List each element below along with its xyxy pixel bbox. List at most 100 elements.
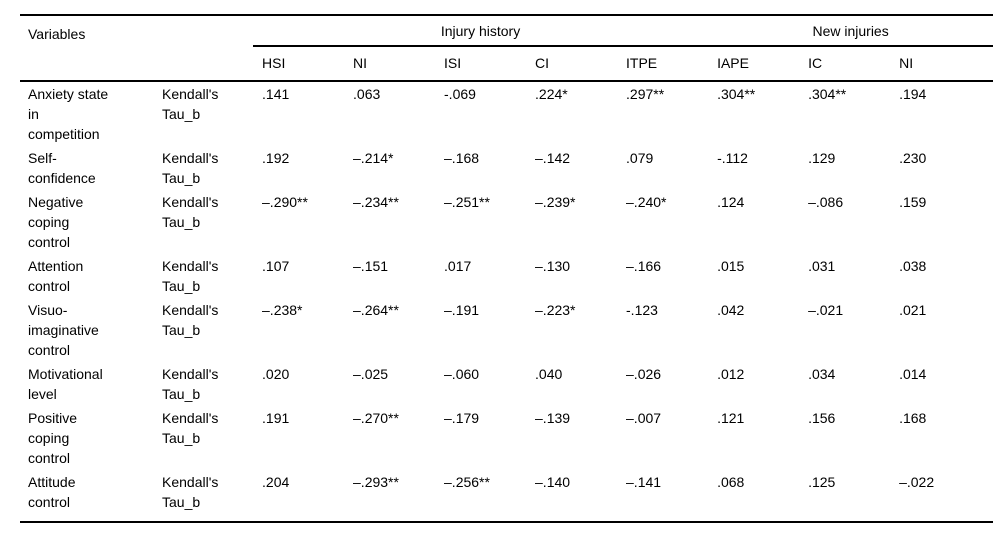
correlation-value: –.239* [535,194,576,210]
correlation-value: –.264** [353,302,399,318]
correlation-value: .156 [808,410,836,426]
correlation-value: –.025 [353,366,389,382]
correlation-value: .014 [899,366,927,382]
table-row: Attention control Kendall's Tau_b .107 –.15… [20,254,993,298]
correlation-value: –.142 [535,150,571,166]
correlation-value: –.270** [353,410,399,426]
statistic-label: Kendall's Tau_b [162,366,219,402]
statistic-label: Kendall's Tau_b [162,474,219,510]
correlation-value: –.290** [262,194,308,210]
correlation-value: .021 [899,302,927,318]
correlation-value: -.123 [626,302,658,318]
correlation-value: .204 [262,474,290,490]
correlation-value: .034 [808,366,836,382]
column-header-ci: CI [526,46,618,82]
correlation-value: .230 [899,150,927,166]
correlation-value: .068 [717,474,745,490]
variable-name: Attention control [28,258,84,294]
column-header-iape: IAPE [708,46,800,82]
correlation-value: –.007 [626,410,662,426]
correlation-value: .194 [899,86,927,102]
correlation-value: .192 [262,150,290,166]
variable-name: Positive coping control [28,410,78,466]
column-header-ni: NI [890,46,994,82]
correlation-value: –.238* [262,302,303,318]
column-header-isi: ISI [435,46,527,82]
correlation-value: .129 [808,150,836,166]
correlation-value: –.168 [444,150,480,166]
correlation-value: .141 [262,86,290,102]
correlation-value: –.022 [899,474,935,490]
correlation-value: .121 [717,410,745,426]
correlation-value: .124 [717,194,745,210]
correlation-value: .107 [262,258,290,274]
column-group-header: Injury history [253,15,709,47]
column-header-ic: IC [799,46,891,82]
correlation-value: –.166 [626,258,662,274]
correlation-value: .159 [899,194,927,210]
variable-name: Self- confidence [28,150,96,186]
correlation-value: –.223* [535,302,576,318]
column-header-itpe: ITPE [617,46,709,82]
statistic-label: Kendall's Tau_b [162,86,219,122]
correlation-value: -.069 [444,86,476,102]
statistic-label: Kendall's Tau_b [162,194,219,230]
correlation-value: -.112 [717,150,748,166]
table-body: Anxiety state in competition Kendall's Ta… [20,81,993,522]
correlation-value: .031 [808,258,836,274]
variable-name: Visuo- imaginative control [28,302,99,358]
correlation-value: –.240* [626,194,667,210]
correlation-value: –.130 [535,258,571,274]
table-row: Visuo- imaginative control Kendall's Tau_… [20,298,993,362]
correlation-value: –.086 [808,194,844,210]
correlation-value: .304** [808,86,847,102]
correlation-value: .017 [444,258,472,274]
table-row: Anxiety state in competition Kendall's Ta… [20,81,993,146]
table-row: Negative coping control Kendall's Tau_b –.… [20,190,993,254]
correlation-value: .040 [535,366,563,382]
correlation-value: –.140 [535,474,571,490]
correlation-value: .020 [262,366,290,382]
correlation-value: –.293** [353,474,399,490]
correlation-value: .297** [626,86,665,102]
correlation-value: .191 [262,410,290,426]
column-header-row: HSI NI ISI CI ITPE IAPE IC NI [20,46,994,82]
group-header-row: Variables Injury history New injuries [20,15,994,82]
variable-name: Attitude control [28,474,76,510]
correlation-value: –.060 [444,366,480,382]
correlation-value: –.191 [444,302,480,318]
correlation-value: –.026 [626,366,662,382]
correlation-value: –.256** [444,474,490,490]
correlation-value: .079 [626,150,654,166]
table-row: Self- confidence Kendall's Tau_b .192 –.214… [20,146,993,190]
correlation-value: –.234** [353,194,399,210]
variable-name: Anxiety state in competition [28,86,109,142]
table-row: Motivational level Kendall's Tau_b .020 –.0… [20,362,993,406]
statistic-label: Kendall's Tau_b [162,410,219,446]
correlation-value: .012 [717,366,745,382]
variables-header: Variables [20,15,254,82]
variable-name: Motivational level [28,366,103,402]
column-header-ni: NI [344,46,436,82]
correlation-value: .042 [717,302,745,318]
correlation-value: –.139 [535,410,571,426]
table-row: Positive coping control Kendall's Tau_b .1… [20,406,993,470]
column-group-header: New injuries [708,15,994,47]
correlation-value: .304** [717,86,756,102]
correlation-value: .224* [535,86,568,102]
column-header-hsi: HSI [253,46,345,82]
correlation-value: .168 [899,410,927,426]
correlation-value: .063 [353,86,381,102]
correlation-value: .038 [899,258,927,274]
statistic-label: Kendall's Tau_b [162,258,219,294]
table-row: Attitude control Kendall's Tau_b .204 –.293… [20,470,993,522]
correlation-value: –.021 [808,302,844,318]
correlation-value: –.251** [444,194,490,210]
statistic-label: Kendall's Tau_b [162,302,219,338]
variable-name: Negative coping control [28,194,84,250]
correlation-value: –.151 [353,258,389,274]
correlation-value: –.214* [353,150,394,166]
table-header: Variables Injury history New injuries HSI… [20,15,994,82]
statistic-label: Kendall's Tau_b [162,150,219,186]
